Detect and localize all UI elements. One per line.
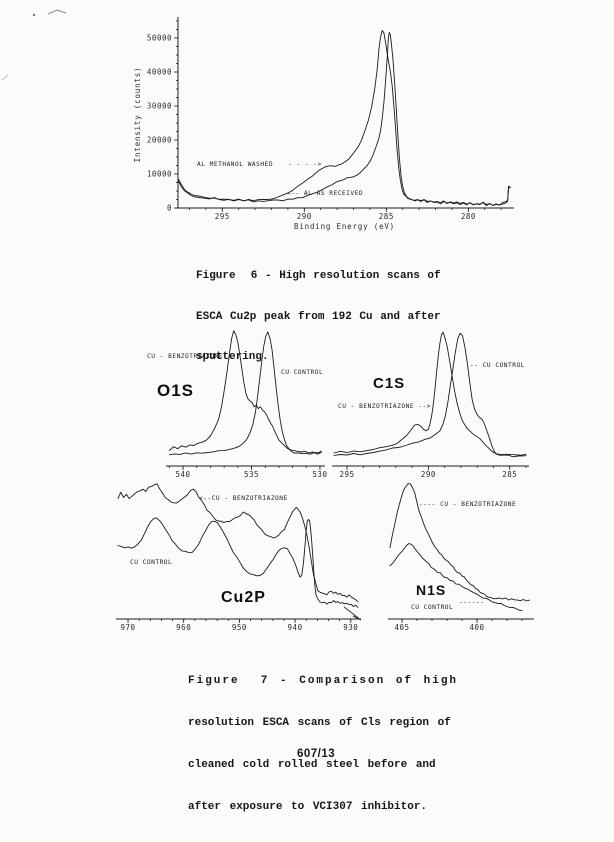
chart-cu2p: 970 960 950 940 930 Cu2P <--CU - BENZOTRIAZONE… [116,483,361,632]
chart-c1s: 295 290 285 C1S -- CU CONTROL CU - BENZOTRIAZ… [332,331,529,479]
series-al-as-received [177,32,511,206]
figure7-caption-line: resolution ESCA scans of Cls region of [188,717,451,729]
figure7-caption-line: Figure 7 - Comparison of high [188,675,459,687]
x-tick-label: 400 [469,623,484,632]
panel-title-cu2p: Cu2P [221,589,266,606]
x-tick-label: 285 [502,470,517,479]
x-tick-label: 285 [379,212,394,221]
figure6-caption-line: ESCA Cu2p peak from 192 Cu and after [196,310,441,323]
label-cu-benzotriazone: CU - BENZOTRIAZONE --> [338,403,431,410]
figure6-caption: Figure 6 - High resolution scans of ESCA… [196,243,441,392]
label-al-methanol-washed: AL METHANOL WASHED [197,161,273,168]
series-cu-benzotriazone [168,330,322,455]
x-tick-label: 290 [297,212,312,221]
y-tick-label: 20000 [147,136,172,145]
panel-title-c1s: C1S [373,375,405,392]
figure7-caption-line: cleaned cold rolled steel before and [188,759,436,771]
x-tick-label: 295 [339,470,354,479]
series-cu-benzotriazone [389,483,530,602]
series-cu-control [333,332,527,458]
x-tick-label: 295 [215,212,230,221]
series-cu-control [389,543,523,612]
x-tick-label: 940 [288,623,303,632]
x-axis-label: Binding Energy (eV) [294,222,395,231]
scan-artifact [343,606,362,621]
scan-artifact [1,74,9,81]
x-tick-label: 280 [461,212,476,221]
figure7-caption-line: after exposure to VCI307 inhibitor. [188,801,428,813]
chart-fig6-al-scan: 295 290 285 280 0 10000 20000 30000 40000 50000 Bi… [133,17,514,231]
chart-o1s: 540 535 530 O1S CU - BENZOTRIAZONE CU CONTROL [147,330,327,479]
scan-artifact [47,9,67,15]
scan-artifact-dot [32,13,36,17]
x-tick-label: 950 [232,623,247,632]
page-number: 607/13 [297,748,336,760]
x-tick-label: 405 [394,623,409,632]
y-tick-label: 0 [167,204,172,213]
figure6-caption-line: Figure 6 - High resolution scans of [196,270,441,282]
y-tick-label: 10000 [147,170,172,179]
label-cu-control: -- CU CONTROL [470,362,525,369]
panel-title-n1s: N1S [416,582,446,598]
y-tick-label: 30000 [147,102,172,111]
y-axis-label: Intensity (counts) [133,67,142,163]
figure7-caption: Figure 7 - Comparison of high resolution… [188,646,458,842]
label-cu-benzotriazone: ---- CU - BENZOTRIAZONE [419,501,516,508]
x-tick-label: 535 [244,470,259,479]
x-tick-label: 960 [176,623,191,632]
y-tick-label: 50000 [147,34,172,43]
x-tick-label: 290 [421,470,436,479]
label-cu-benzotriazone: <--CU - BENZOTRIAZONE [199,495,288,502]
label-control-dashes: ------ [459,599,484,606]
series-al-methanol-washed [177,30,511,206]
label-al-as-received: <-- AL AS RECEIVED [287,190,363,197]
x-tick-label: 530 [312,470,327,479]
arrow-methanol-dashes: - - - -> [288,161,322,168]
series-cu-benzotriazone [333,331,527,456]
panel-title-o1s: O1S [157,381,194,400]
y-tick-label: 40000 [147,68,172,77]
series-cu-benzotriazone [117,483,359,603]
label-cu-control: CU CONTROL [411,604,453,611]
label-cu-control: CU CONTROL [281,369,323,376]
series-cu-control [168,331,322,456]
x-tick-label: 930 [343,623,358,632]
label-cu-benzotriazone: CU - BENZOTRIAZONE [147,353,223,360]
x-tick-label: 540 [176,470,191,479]
label-cu-control: CU CONTROL [130,559,172,566]
figure6-caption-line: sputtering. [196,351,269,363]
chart-n1s: 405 400 N1S ---- CU - BENZOTRIAZONE CU CONTR… [388,483,534,632]
x-tick-label: 970 [120,623,135,632]
series-cu-control [117,517,359,608]
